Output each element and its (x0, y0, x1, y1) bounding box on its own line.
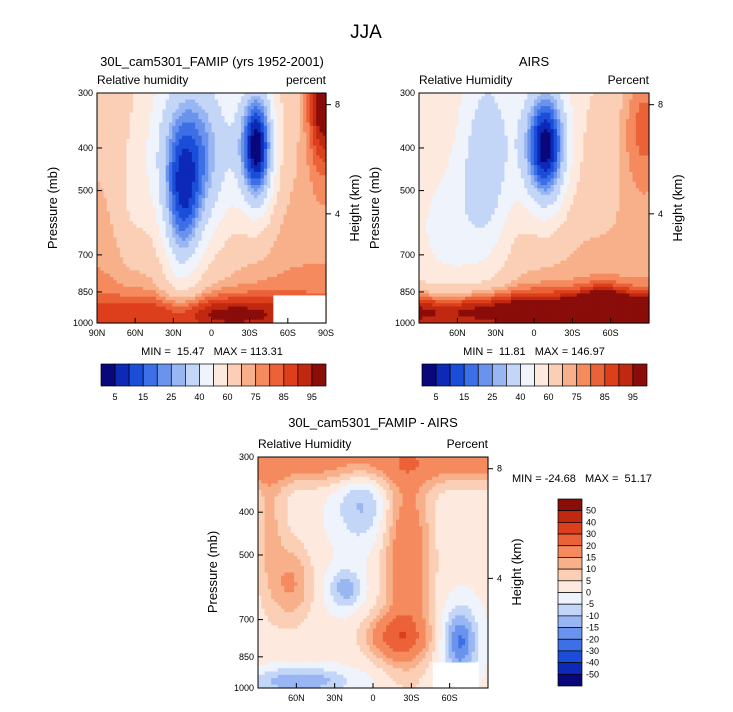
panel-model: 30L_cam5301_FAMIP (yrs 1952-2001) Relati… (45, 54, 362, 402)
y-tick-label: 850 (78, 287, 93, 297)
y-tick-label-right: 4 (335, 209, 340, 219)
page-title: JJA (350, 22, 382, 43)
y-tick-label: 400 (78, 143, 93, 153)
x-tick-label: 90N (89, 328, 106, 338)
missing-data-mask (273, 295, 326, 323)
y-tick-label-right: 8 (335, 100, 340, 110)
x-tick-label: 30N (165, 328, 182, 338)
units-label: percent (286, 73, 327, 87)
field-label: Relative humidity (97, 73, 188, 87)
figure-canvas: JJA 30L_cam5301_FAMIP (yrs 1952-2001) Re… (0, 0, 733, 712)
y-tick-label: 1000 (73, 318, 93, 328)
x-tick-label: 60N (127, 328, 144, 338)
y-tick-label: 700 (78, 250, 93, 260)
panel-title: 30L_cam5301_FAMIP (yrs 1952-2001) (100, 54, 324, 69)
y-tick-label: 500 (78, 186, 93, 196)
y-tick-label: 300 (78, 88, 93, 98)
